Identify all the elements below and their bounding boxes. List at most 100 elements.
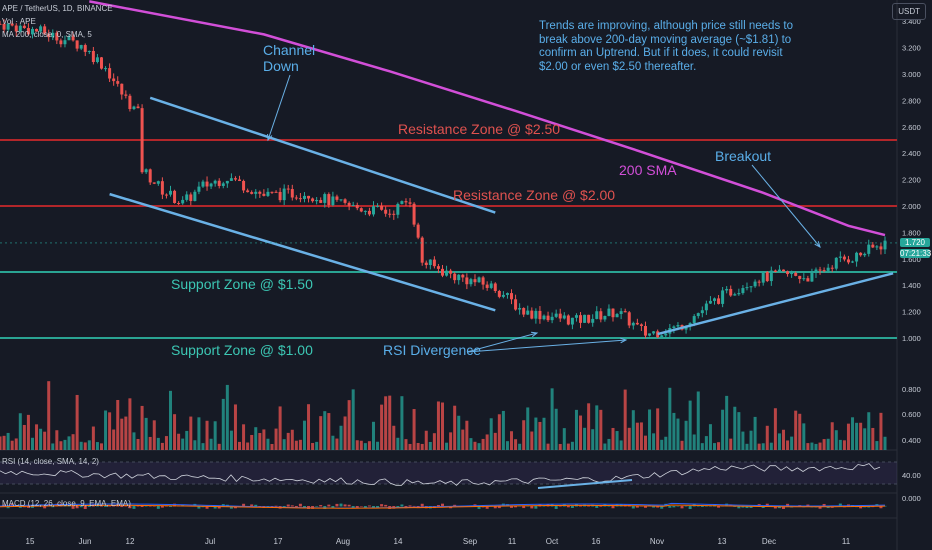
candle-body xyxy=(883,240,887,250)
volume-bar xyxy=(729,438,733,450)
countdown-tag: 07:21:33 xyxy=(900,249,932,258)
candle-body xyxy=(753,281,757,287)
candle-body xyxy=(164,194,168,196)
candle-body xyxy=(538,310,542,320)
candle-body xyxy=(769,270,773,282)
macd-bar xyxy=(290,505,294,507)
macd-bar xyxy=(510,506,514,508)
candle-body xyxy=(493,283,497,291)
candle-body xyxy=(156,181,160,184)
candle-body xyxy=(428,259,432,266)
candle-body xyxy=(258,191,262,194)
volume-bar xyxy=(221,398,225,450)
volume-bar xyxy=(359,440,363,450)
volume-bar xyxy=(846,423,850,450)
annotation-arrow xyxy=(466,339,627,353)
macd-bar xyxy=(554,506,558,509)
annotation-arrowhead xyxy=(620,337,628,344)
volume-bar xyxy=(420,443,424,450)
volume-bar xyxy=(481,438,485,450)
macd-bar xyxy=(26,506,30,508)
candle-body xyxy=(331,196,335,206)
candle-body xyxy=(282,188,286,201)
volume-bar xyxy=(712,443,716,450)
macd-bar xyxy=(359,506,363,507)
candle-body xyxy=(611,308,615,318)
candle-body xyxy=(294,197,298,199)
candle-body xyxy=(323,194,327,203)
candle-body xyxy=(209,183,213,187)
macd-bar xyxy=(327,504,331,507)
candle-body xyxy=(392,213,396,215)
macd-bar xyxy=(765,503,769,507)
candle-body xyxy=(696,313,700,317)
macd-bar xyxy=(493,506,497,509)
volume-bar xyxy=(55,430,59,450)
macd-bar xyxy=(786,503,790,507)
macd-bar xyxy=(47,504,51,507)
macd-bar xyxy=(635,506,639,508)
volume-bar xyxy=(258,432,262,450)
macd-bar xyxy=(144,505,148,507)
rsi-tick-label: 40.00 xyxy=(902,471,921,480)
volume-bar xyxy=(863,428,867,450)
price-tick-label: 1.200 xyxy=(902,308,921,317)
volume-bar xyxy=(6,432,10,450)
candle-body xyxy=(335,196,339,200)
volume-bar xyxy=(798,413,802,450)
annotation-arrowhead xyxy=(814,241,821,248)
candle-body xyxy=(35,28,39,32)
candle-body xyxy=(148,169,152,183)
candle-body xyxy=(367,210,371,215)
volume-bar xyxy=(656,408,660,450)
volume-bar xyxy=(542,417,546,450)
volume-bar xyxy=(0,436,2,450)
volume-bar xyxy=(558,443,562,450)
volume-bar xyxy=(692,434,696,450)
time-tick-label: 11 xyxy=(842,537,851,546)
volume-bar xyxy=(428,441,432,450)
volume-bar xyxy=(120,418,124,450)
time-tick-label: Jul xyxy=(205,537,215,546)
candle-body xyxy=(152,182,156,184)
candle-body xyxy=(550,316,554,321)
candle-body xyxy=(193,191,197,201)
support-100-label: Support Zone @ $1.00 xyxy=(171,342,313,358)
candle-body xyxy=(2,23,6,30)
macd-bar xyxy=(205,506,209,509)
price-tick-label: 3.200 xyxy=(902,44,921,53)
candle-body xyxy=(777,269,781,273)
channel-bottom-trendline xyxy=(109,192,496,312)
volume-bar xyxy=(307,404,311,450)
volume-bar xyxy=(570,441,574,450)
volume-bar xyxy=(599,409,603,450)
macd-bar xyxy=(838,503,842,507)
macd-bar xyxy=(660,506,664,509)
macd-bar xyxy=(43,506,47,509)
candle-body xyxy=(700,310,704,314)
volume-bar xyxy=(733,406,737,450)
symbol-line: APE / TetherUS, 1D, BINANCE xyxy=(2,4,113,13)
candle-body xyxy=(39,26,43,32)
volume-bar xyxy=(737,412,741,450)
breakout-label: Breakout xyxy=(715,148,772,164)
macd-bar xyxy=(87,506,91,507)
volume-bar xyxy=(457,415,461,450)
volume-bar xyxy=(814,443,818,450)
volume-bar xyxy=(124,416,128,450)
macd-bar xyxy=(160,506,164,508)
candle-body xyxy=(144,169,148,173)
candle-body xyxy=(384,209,388,214)
time-tick-label: 11 xyxy=(508,537,517,546)
volume-bar xyxy=(266,438,270,450)
candle-body xyxy=(846,259,850,263)
currency-badge[interactable]: USDT xyxy=(892,3,926,20)
volume-bar xyxy=(664,436,668,450)
volume-bar xyxy=(355,440,359,450)
candle-body xyxy=(83,45,87,52)
macd-bar xyxy=(55,503,59,507)
candle-body xyxy=(396,203,400,215)
macd-bar xyxy=(652,506,656,508)
price-tick-label: 3.400 xyxy=(902,17,921,26)
volume-bar xyxy=(246,442,250,450)
